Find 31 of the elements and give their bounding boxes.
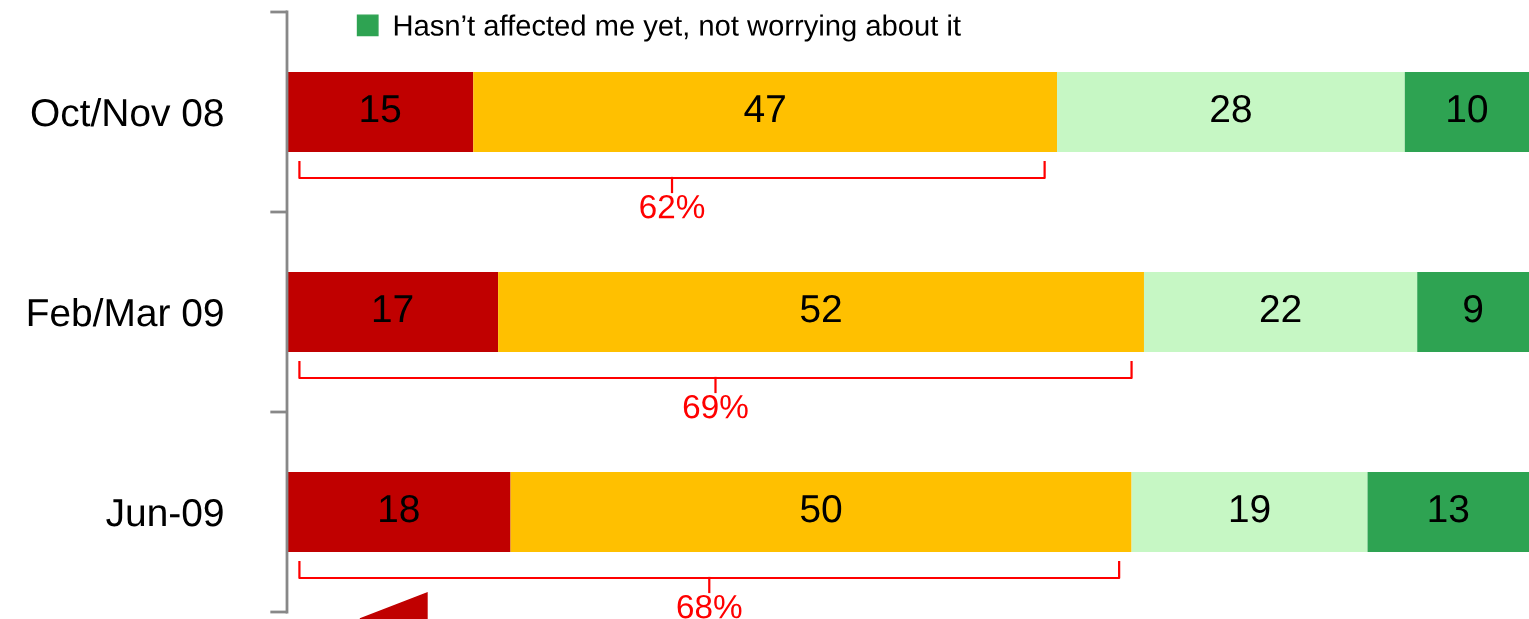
bar: [498, 272, 1144, 352]
data-label: 9: [1464, 294, 1483, 323]
data-label: 15: [361, 95, 401, 123]
annotation: 68%: [677, 594, 742, 619]
data-label: 19: [1230, 494, 1270, 523]
bar: [473, 72, 1058, 152]
bar: [1131, 472, 1368, 552]
data-label: 22: [1260, 294, 1301, 323]
y-tick-label: Feb/Mar 09: [28, 297, 223, 327]
bar: [1367, 472, 1529, 552]
bar: [287, 272, 499, 352]
legend-label: Hasn’t affected me yet, not worrying about it: [394, 14, 961, 42]
data-label: 17: [373, 295, 413, 323]
annotation: 62%: [640, 194, 705, 219]
y-tick-label: Oct/Nov 08: [31, 97, 223, 127]
y-tick-label: Jun-09: [106, 498, 223, 527]
bar: [1404, 72, 1529, 152]
data-label: 52: [800, 294, 841, 323]
bar: [1143, 272, 1418, 352]
data-label: 47: [744, 95, 785, 123]
bar: [1057, 72, 1405, 152]
data-label: 28: [1211, 94, 1251, 123]
data-label: 18: [380, 494, 419, 523]
bar: [510, 472, 1132, 552]
bar: [287, 72, 474, 152]
annotation: 69%: [683, 394, 748, 419]
bar: [287, 472, 511, 552]
data-label: 50: [800, 494, 842, 523]
data-label: 13: [1429, 494, 1469, 523]
data-label: 10: [1448, 94, 1488, 123]
bar: [1417, 272, 1529, 352]
